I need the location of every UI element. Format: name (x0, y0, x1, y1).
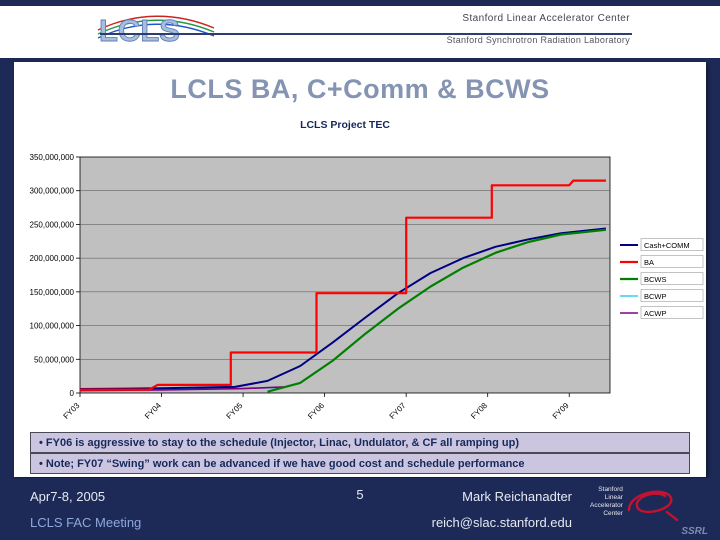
header-bar: LCLS Stanford Linear Accelerator Center … (0, 6, 720, 58)
slac-logo-line: Stanford (598, 486, 623, 493)
x-tick-label: FY04 (143, 401, 163, 421)
x-tick-label: FY06 (306, 401, 326, 421)
note-text-1: • FY06 is aggressive to stay to the sche… (39, 436, 520, 449)
plot-area (79, 156, 611, 394)
ssrl-label: SSRL (681, 526, 708, 537)
y-tick-label: 200,000,000 (30, 254, 75, 263)
presenter-email: reich@slac.stanford.edu (431, 515, 572, 530)
note-box-fy06: • FY06 is aggressive to stay to the sche… (30, 432, 690, 453)
tec-chart: 0 50,000,000 100,000,000 150,000,000 200,000… (14, 112, 706, 430)
slide-canvas: LCLS BA, C+Comm & BCWS 0 50,000,000 100,00… (14, 62, 706, 477)
slac-logo-text: Stanford Linear Accelerator Center (590, 486, 623, 518)
y-tick-label: 250,000,000 (30, 220, 75, 229)
legend-chip (640, 272, 704, 285)
legend-chip (640, 306, 704, 319)
y-tick-label: 350,000,000 (30, 153, 75, 162)
legend-chip (640, 238, 704, 251)
legend-label-BCWS: BCWS (644, 275, 667, 284)
x-tick-label: FY09 (551, 401, 571, 421)
slac-logo-line: Center (603, 510, 623, 517)
footer-date: Apr7-8, 2005 (30, 489, 106, 504)
page-number: 5 (356, 487, 364, 502)
lcls-logo-text: LCLS (99, 13, 180, 48)
x-tick-label: FY07 (388, 401, 408, 421)
note-box-fy07: • Note; FY07 “Swing” work can be advance… (30, 453, 690, 474)
legend-label-BCWP: BCWP (644, 292, 667, 301)
y-tick-label: 300,000,000 (30, 187, 75, 196)
header-divider (100, 33, 632, 35)
note-text-2: • Note; FY07 “Swing” work can be advance… (39, 457, 525, 470)
org-name-slac: Stanford Linear Accelerator Center (462, 13, 630, 24)
org-names: Stanford Linear Accelerator Center Stanf… (447, 13, 630, 45)
legend-chip (640, 289, 704, 302)
tec-chart-svg: 0 50,000,000 100,000,000 150,000,000 200,000… (30, 119, 704, 421)
y-tick-label: 150,000,000 (30, 288, 75, 297)
y-tick-label: 0 (70, 389, 75, 398)
slac-logo-line: Linear (604, 494, 623, 501)
x-tick-label: FY03 (62, 401, 82, 421)
slac-logo-line: Accelerator (590, 502, 623, 509)
slac-swirl-icon (627, 490, 679, 522)
presenter-name: Mark Reichanadter (462, 489, 572, 504)
footer-bar: Apr7-8, 2005 LCLS FAC Meeting 5 Mark Rei… (0, 478, 720, 540)
series-BCWS (267, 228, 607, 393)
x-tick-label: FY08 (469, 401, 489, 421)
slide-title: LCLS BA, C+Comm & BCWS (170, 74, 550, 104)
y-tick-label: 100,000,000 (30, 322, 75, 331)
legend-label-BA: BA (644, 258, 654, 267)
y-tick-label: 50,000,000 (34, 355, 75, 364)
series-BA (80, 179, 606, 391)
org-name-ssrl: Stanford Synchrotron Radiation Laborator… (446, 35, 630, 45)
chart-title: LCLS Project TEC (300, 119, 390, 131)
series-Cash+COMM (79, 227, 607, 390)
legend-label-ACWP: ACWP (644, 309, 667, 318)
legend-label-Cash+COMM: Cash+COMM (644, 241, 690, 250)
x-tick-label: FY05 (225, 401, 245, 421)
footer-meeting: LCLS FAC Meeting (30, 515, 142, 530)
slac-logo: Stanford Linear Accelerator Center (590, 482, 710, 528)
lcls-logo-icon: LCLS (97, 13, 215, 48)
legend-chip (640, 255, 704, 268)
